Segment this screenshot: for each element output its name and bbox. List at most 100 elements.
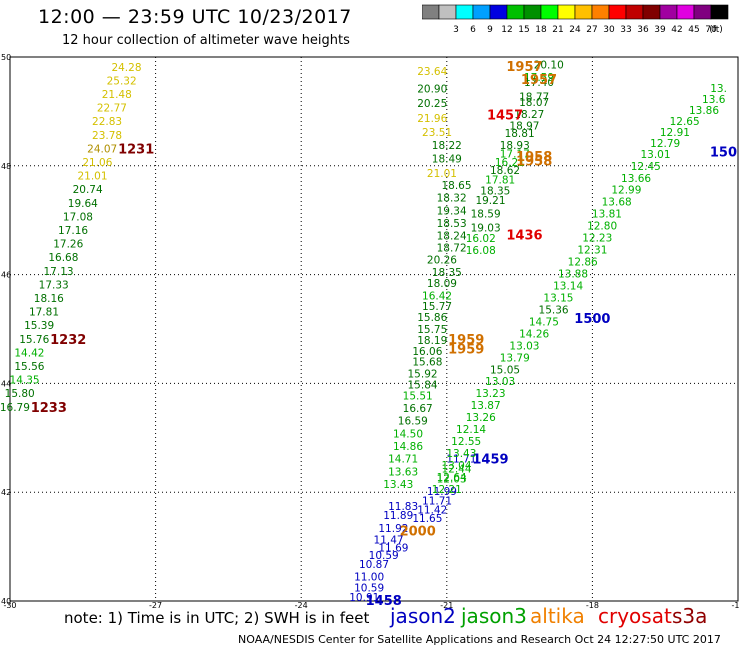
wave-height-value: 14.86 — [393, 441, 423, 453]
altimeter-map[interactable]: -30-27-24-21-18-1540424446485024.2825.32… — [0, 0, 740, 608]
wave-height-value: 18.35 — [432, 267, 462, 279]
wave-height-value: 21.06 — [82, 157, 112, 169]
page-title: 12:00 — 23:59 UTC 10/23/2017 — [38, 6, 352, 28]
wave-height-value: 12.03 — [437, 474, 467, 486]
wave-height-value: 15.05 — [490, 364, 520, 376]
wave-height-value: 13.6 — [702, 94, 726, 106]
pass-time-label: 1231 — [118, 142, 154, 157]
colorbar-tick-label: 42 — [671, 25, 682, 34]
wave-height-value: 16.08 — [466, 245, 496, 257]
wave-height-value: 18.93 — [500, 140, 530, 152]
wave-height-value: 12.86 — [568, 257, 598, 269]
wave-height-value: 20.10 — [534, 60, 564, 72]
wave-height-value: 19.34 — [437, 205, 467, 217]
page-subtitle: 12 hour collection of altimeter wave hei… — [62, 33, 350, 48]
satellite-track: 13.13.613.8612.6512.9112.7913.0112.4513.… — [432, 83, 737, 496]
wave-height-value: 15.36 — [539, 304, 569, 316]
wave-height-value: 18.65 — [441, 180, 471, 192]
colorbar-tick-label: 3 — [453, 25, 459, 34]
wave-height-value: 16.02 — [466, 233, 496, 245]
colorbar-tick-label: 6 — [470, 25, 476, 34]
wave-height-value: 11.42 — [417, 505, 447, 517]
wave-height-value: 11.71 — [446, 453, 476, 465]
wave-height-value: 18.19 — [417, 335, 447, 347]
wave-height-value: 13.43 — [446, 448, 476, 460]
lon-tick-label: -21 — [440, 601, 453, 608]
wave-height-value: 25.32 — [107, 75, 137, 87]
wave-height-value: 11.65 — [412, 513, 442, 525]
wave-height-value: 19.21 — [475, 195, 505, 207]
wave-height-colorbar: 3 6 9 12 15 18 21 24 27 30 33 36 39 42 45 70(ft) — [422, 4, 729, 34]
wave-height-value: 18.27 — [514, 109, 544, 121]
wave-height-value: 15.75 — [417, 324, 447, 336]
wave-height-value: 21.01 — [77, 171, 107, 183]
wave-height-value: 13.23 — [475, 388, 505, 400]
wave-height-value: 12.65 — [670, 116, 700, 128]
legend-jason3: jason3 — [461, 604, 527, 628]
wave-height-value: 17.81 — [485, 174, 515, 186]
wave-height-value: 12.45 — [631, 161, 661, 173]
wave-height-value: 15.84 — [408, 379, 438, 391]
wave-height-value: 12.44 — [441, 463, 471, 475]
pass-time-label: 2000 — [400, 524, 436, 539]
wave-height-value: 18.24 — [437, 230, 467, 242]
pass-time-label: 1959 — [448, 343, 484, 358]
colorbar-unit-label: (ft) — [709, 25, 723, 34]
colorbar-tick-label: 12 — [501, 25, 512, 34]
wave-height-value: 11.89 — [383, 510, 413, 522]
colorbar-tick-label: 33 — [620, 25, 631, 34]
wave-height-value: 10.87 — [359, 559, 389, 571]
wave-height-value: 14.75 — [529, 316, 559, 328]
wave-height-value: 16.79 — [0, 402, 30, 414]
pass-time-label: 1958 — [516, 154, 552, 169]
lat-tick-label: 46 — [1, 271, 11, 280]
wave-height-value: 13.43 — [383, 479, 413, 491]
wave-height-value: 18.16 — [34, 293, 64, 305]
pass-time-label: 1457 — [487, 109, 523, 124]
wave-height-value: 14.26 — [519, 328, 549, 340]
wave-height-value: 23.78 — [92, 130, 122, 142]
wave-height-value: 13.03 — [509, 340, 539, 352]
wave-height-value: 13.01 — [640, 149, 670, 161]
legend-altika: altika — [530, 604, 585, 628]
colorbar-tick-label: 30 — [603, 25, 615, 34]
wave-height-value: 22.77 — [97, 103, 127, 115]
wave-height-value: 23.64 — [417, 66, 447, 78]
wave-height-value: 18.53 — [437, 218, 467, 230]
wave-height-value: 20.25 — [417, 98, 447, 110]
wave-height-value: 17.33 — [39, 279, 69, 291]
colorbar-tick-label: 9 — [487, 25, 493, 34]
wave-height-value: 13. — [710, 83, 727, 95]
pass-time-label: 1436 — [506, 228, 542, 243]
wave-height-value: 16.06 — [412, 346, 442, 358]
colorbar-tick-label: 21 — [552, 25, 563, 34]
wave-height-value: 24.28 — [111, 62, 141, 74]
wave-height-value: 17.16 — [58, 225, 88, 237]
wave-height-value: 10.59 — [354, 582, 384, 594]
wave-height-value: 16.59 — [398, 415, 428, 427]
wave-height-value: 13.03 — [485, 376, 515, 388]
pass-time-label: 1459 — [472, 452, 508, 467]
wave-height-value: 18.09 — [427, 278, 457, 290]
wave-height-value: 13.79 — [500, 352, 530, 364]
wave-height-value: 12.31 — [577, 245, 607, 257]
wave-height-value: 12.21 — [432, 484, 462, 496]
wave-height-value: 21.48 — [102, 89, 132, 101]
wave-height-value: 18.22 — [432, 140, 462, 152]
wave-height-value: 18.49 — [432, 154, 462, 166]
wave-height-value: 19.64 — [68, 198, 98, 210]
credits-footer: NOAA/NESDIS Center for Satellite Applica… — [238, 633, 721, 646]
wave-height-value: 15.39 — [24, 320, 54, 332]
wave-height-value: 13.26 — [466, 412, 496, 424]
colorbar-tick-label: 36 — [637, 25, 649, 34]
wave-height-value: 13.86 — [689, 105, 719, 117]
colorbar-tick-label: 15 — [518, 25, 529, 34]
wave-height-value: 15.76 — [19, 334, 49, 346]
wave-height-value: 18.62 — [490, 165, 520, 177]
wave-height-value: 13.04 — [441, 460, 471, 472]
wave-height-value: 13.68 — [602, 197, 632, 209]
wave-height-value: 17.17 — [500, 148, 530, 160]
pass-time-label: 1458 — [366, 594, 402, 608]
wave-height-value: 18.77 — [519, 92, 549, 104]
